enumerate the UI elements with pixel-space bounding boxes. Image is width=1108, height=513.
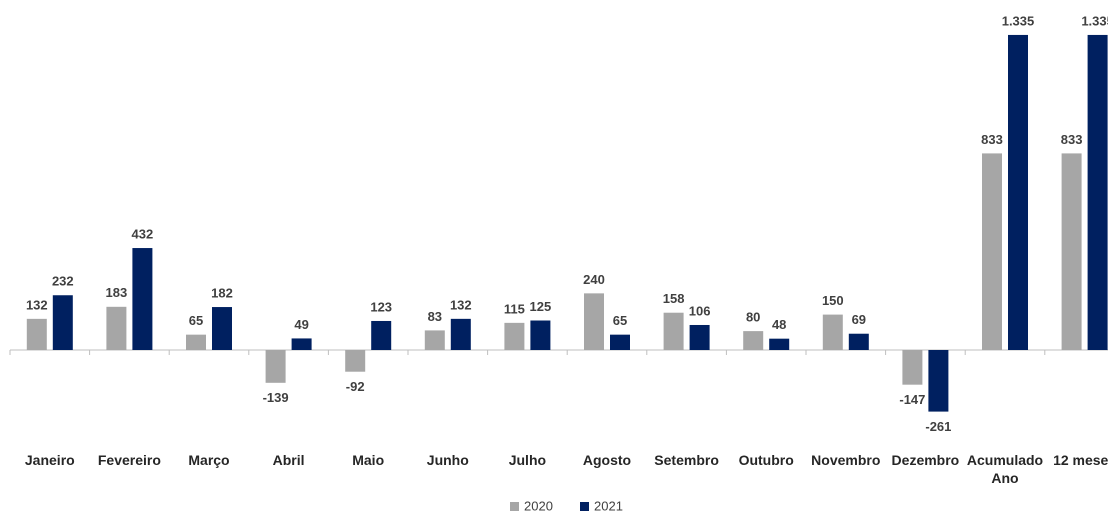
x-tick-label: Fevereiro — [97, 452, 161, 468]
bar — [530, 320, 551, 350]
bar — [106, 306, 127, 350]
legend-label: 2021 — [594, 498, 623, 513]
value-label: 123 — [370, 299, 392, 314]
x-tick-label: Janeiro — [24, 452, 75, 468]
bar — [26, 318, 47, 350]
value-label: 1.335 — [1002, 13, 1035, 28]
bar — [1008, 34, 1028, 350]
legend-swatch — [510, 502, 519, 511]
value-label: 158 — [663, 291, 685, 306]
bar — [822, 314, 843, 350]
value-label: 80 — [746, 310, 760, 325]
x-tick-label: 12 meses — [1053, 452, 1108, 468]
value-label: -147 — [899, 392, 925, 407]
value-label: -92 — [346, 379, 365, 394]
value-label: 106 — [689, 303, 711, 318]
bar — [52, 295, 73, 350]
value-label: 48 — [772, 317, 786, 332]
value-label: 65 — [189, 313, 203, 328]
bar — [291, 338, 312, 350]
x-tick-label: Dezembro — [891, 452, 960, 468]
legend-label: 2020 — [524, 498, 553, 513]
x-tick-label: Outubro — [738, 452, 794, 468]
value-label: 833 — [1061, 132, 1083, 147]
bar — [928, 350, 949, 412]
value-label: 183 — [106, 285, 128, 300]
x-tick-label: Setembro — [654, 452, 719, 468]
value-label: 83 — [428, 309, 442, 324]
bar — [450, 318, 471, 350]
value-label: 182 — [211, 285, 233, 300]
x-tick-label: Abril — [272, 452, 305, 468]
bar — [769, 338, 790, 350]
bar — [212, 307, 232, 350]
value-label: 132 — [26, 297, 48, 312]
bar — [186, 334, 206, 350]
bar — [265, 350, 286, 383]
bar — [743, 331, 764, 350]
bar — [345, 350, 366, 372]
value-label: 150 — [822, 293, 844, 308]
x-tick-label: Acumulado Ano — [966, 452, 1044, 486]
value-label: 69 — [852, 312, 866, 327]
value-label: 49 — [294, 317, 308, 332]
bar — [1061, 153, 1082, 350]
bar — [132, 248, 153, 350]
x-tick-label: Julho — [508, 452, 547, 468]
value-label: -139 — [263, 390, 289, 405]
value-label: 240 — [583, 272, 605, 287]
x-tick-label: Março — [188, 452, 230, 468]
value-label: 432 — [132, 226, 154, 241]
bar — [848, 333, 869, 350]
value-label: 65 — [613, 313, 627, 328]
value-label: 132 — [450, 297, 472, 312]
x-tick-label: Novembro — [811, 452, 881, 468]
bar — [663, 312, 684, 350]
value-label: 1.335 — [1081, 13, 1108, 28]
bar — [371, 320, 392, 350]
value-label: 833 — [981, 132, 1003, 147]
x-tick-label: Maio — [352, 452, 385, 468]
legend-swatch — [580, 502, 589, 511]
value-label: 232 — [52, 274, 74, 289]
bar — [584, 293, 604, 350]
bar — [504, 322, 525, 350]
value-label: 115 — [504, 301, 525, 316]
value-label: 125 — [530, 299, 552, 314]
x-tick-label: Junho — [426, 452, 469, 468]
value-label: -261 — [925, 419, 951, 434]
bar — [610, 334, 630, 350]
bar — [424, 330, 445, 350]
bar — [689, 324, 710, 350]
bar — [1087, 34, 1108, 350]
x-tick-label: Agosto — [582, 452, 632, 468]
bar — [982, 153, 1002, 350]
bar — [902, 350, 923, 385]
